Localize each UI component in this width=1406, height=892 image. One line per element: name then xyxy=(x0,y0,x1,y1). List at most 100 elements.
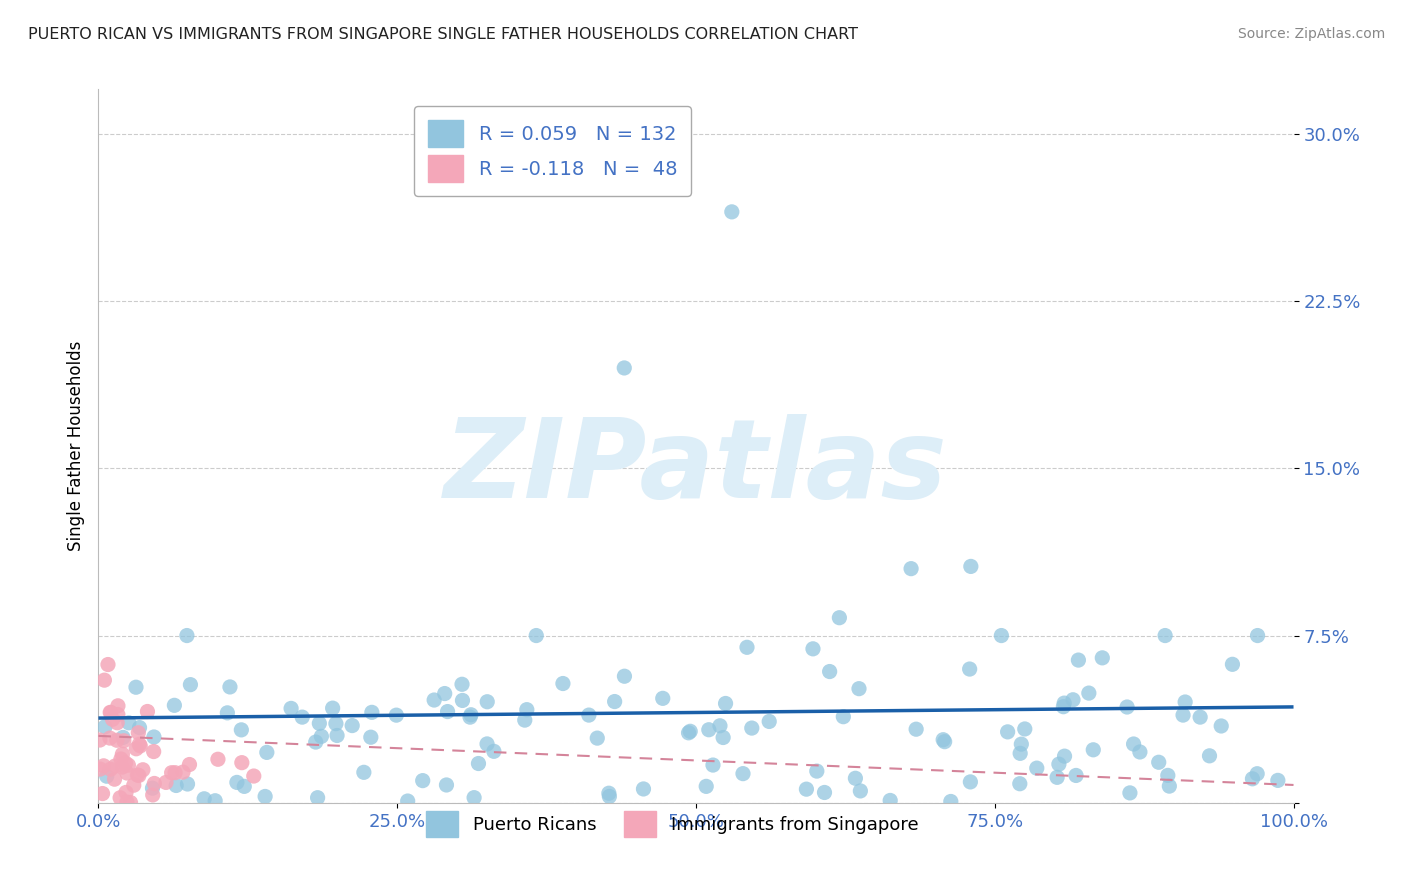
Point xyxy=(1241,772,1264,786)
Point xyxy=(900,562,922,576)
Point xyxy=(721,204,744,219)
Point xyxy=(832,709,855,723)
Point xyxy=(711,731,734,745)
Point xyxy=(477,695,499,709)
Point xyxy=(679,724,702,739)
Point xyxy=(1222,657,1244,672)
Point xyxy=(1122,737,1144,751)
Point xyxy=(1091,651,1114,665)
Point xyxy=(326,729,349,743)
Point xyxy=(108,790,131,805)
Point xyxy=(115,785,138,799)
Point xyxy=(115,766,138,780)
Point xyxy=(396,794,419,808)
Point xyxy=(731,766,754,780)
Point xyxy=(176,628,198,642)
Point xyxy=(735,640,758,655)
Text: Source: ZipAtlas.com: Source: ZipAtlas.com xyxy=(1237,27,1385,41)
Point xyxy=(111,760,134,774)
Point xyxy=(939,795,962,809)
Point xyxy=(613,669,636,683)
Point xyxy=(741,721,763,735)
Point xyxy=(1147,756,1170,770)
Point xyxy=(598,789,620,804)
Point xyxy=(714,697,737,711)
Point xyxy=(1119,786,1142,800)
Point xyxy=(110,752,132,766)
Point xyxy=(828,610,851,624)
Point xyxy=(128,721,150,735)
Point xyxy=(204,794,226,808)
Point xyxy=(697,723,720,737)
Point xyxy=(1052,699,1074,714)
Point xyxy=(89,733,111,747)
Point xyxy=(115,795,138,809)
Point xyxy=(385,708,408,723)
Point xyxy=(1064,768,1087,782)
Point xyxy=(112,733,135,747)
Point xyxy=(122,778,145,792)
Point xyxy=(231,723,253,737)
Point xyxy=(117,758,139,772)
Point xyxy=(127,768,149,782)
Point xyxy=(340,718,363,732)
Point xyxy=(322,701,344,715)
Point xyxy=(423,693,446,707)
Point xyxy=(1083,743,1105,757)
Point xyxy=(1116,700,1139,714)
Point xyxy=(280,701,302,715)
Point xyxy=(225,775,247,789)
Point xyxy=(1077,686,1099,700)
Point xyxy=(97,657,120,672)
Point xyxy=(433,687,456,701)
Legend: Puerto Ricans, Immigrants from Singapore: Puerto Ricans, Immigrants from Singapore xyxy=(419,804,925,844)
Point xyxy=(959,662,981,676)
Point xyxy=(482,744,505,758)
Point xyxy=(806,764,828,778)
Text: ZIPatlas: ZIPatlas xyxy=(444,414,948,521)
Y-axis label: Single Father Households: Single Father Households xyxy=(66,341,84,551)
Point xyxy=(1267,773,1289,788)
Point xyxy=(436,705,458,719)
Point xyxy=(104,759,127,773)
Point xyxy=(141,781,163,796)
Point xyxy=(758,714,780,729)
Point xyxy=(1014,722,1036,736)
Point xyxy=(879,793,901,807)
Point xyxy=(849,784,872,798)
Point xyxy=(651,691,673,706)
Point xyxy=(136,705,159,719)
Point xyxy=(586,731,609,745)
Point xyxy=(101,712,124,726)
Point xyxy=(844,772,866,786)
Point xyxy=(1157,768,1180,782)
Point xyxy=(103,772,125,787)
Point xyxy=(93,673,115,687)
Point xyxy=(128,768,150,782)
Point xyxy=(305,735,328,749)
Point xyxy=(1171,708,1194,723)
Point xyxy=(1046,770,1069,784)
Point xyxy=(172,765,194,780)
Point xyxy=(111,731,134,745)
Point xyxy=(308,716,330,731)
Point xyxy=(451,677,474,691)
Point xyxy=(1010,747,1032,761)
Point xyxy=(1211,719,1233,733)
Point xyxy=(91,787,114,801)
Point xyxy=(105,733,128,747)
Point xyxy=(325,716,347,731)
Point xyxy=(551,676,574,690)
Point xyxy=(143,776,166,790)
Point xyxy=(155,775,177,789)
Point xyxy=(93,759,115,773)
Point xyxy=(990,628,1012,642)
Point xyxy=(813,785,835,799)
Point xyxy=(905,722,928,736)
Point xyxy=(142,788,165,802)
Point xyxy=(105,715,128,730)
Point xyxy=(360,730,382,744)
Point xyxy=(89,762,111,776)
Point xyxy=(1010,737,1032,751)
Point xyxy=(142,745,165,759)
